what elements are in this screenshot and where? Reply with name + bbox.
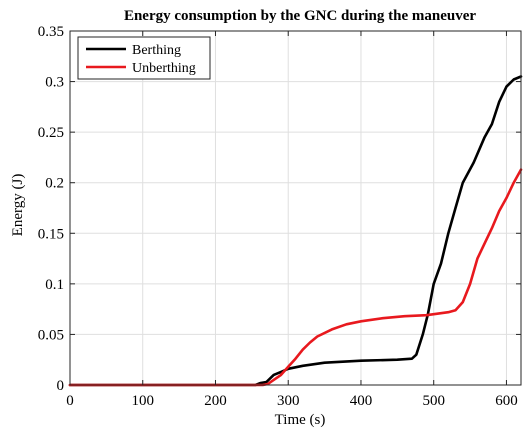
x-tick-label: 100 [131, 393, 154, 409]
x-tick-label: 300 [277, 393, 300, 409]
x-tick-label: 600 [495, 393, 518, 409]
x-tick-label: 500 [422, 393, 445, 409]
plot-frame [69, 30, 522, 386]
legend-label-berthing: Berthing [132, 43, 181, 58]
x-tick-label: 0 [66, 393, 74, 409]
y-tick-label: 0.05 [38, 327, 64, 343]
y-axis-label: Energy (J) [10, 174, 26, 237]
series-line-unberthing [68, 168, 523, 387]
legend-label-unberthing: Unberthing [132, 61, 196, 76]
legend-box [77, 36, 211, 80]
y-tick-label: 0.1 [45, 277, 64, 293]
legend: Berthing Unberthing [77, 36, 211, 80]
series-group [68, 75, 523, 387]
x-axis-label: Time (s) [275, 412, 326, 428]
y-tick-label: 0 [57, 378, 65, 394]
series-line-berthing [68, 75, 523, 387]
x-tick-label: 200 [204, 393, 227, 409]
y-tick-label: 0.2 [45, 176, 64, 192]
y-tick-label: 0.25 [38, 125, 64, 141]
x-tick-label: 400 [350, 393, 373, 409]
chart-title: Energy consumption by the GNC during the… [124, 8, 476, 24]
y-tick-label: 0.35 [38, 24, 64, 40]
y-tick-label: 0.15 [38, 226, 64, 242]
y-tick-label: 0.3 [45, 75, 64, 91]
ticks: 0 100 200 300 400 500 600 0 0.05 0.1 0.15 0.2 0.25 0.… [38, 24, 521, 409]
